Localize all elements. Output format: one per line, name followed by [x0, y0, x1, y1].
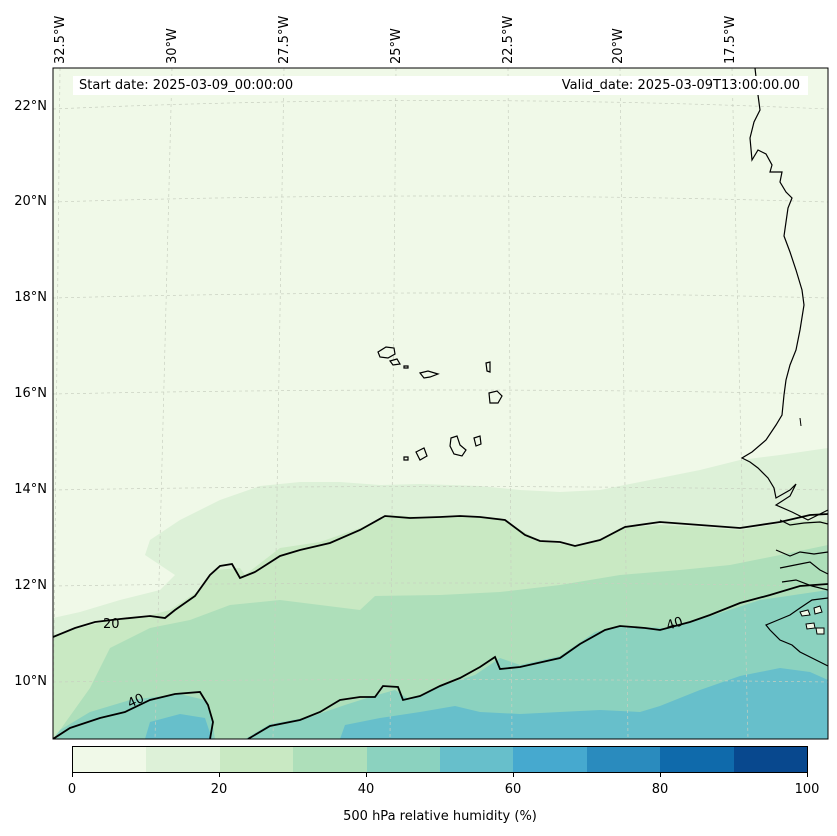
lat-label-16n: 16°N: [14, 386, 47, 401]
colorbar-tickmark-0: [72, 773, 73, 777]
lon-label-27-5w: 27.5°W: [277, 15, 292, 64]
contour-40-main: [247, 583, 828, 739]
colorbar-segment-7: [586, 747, 661, 772]
colorbar-tick-100: 100: [794, 782, 820, 797]
colorbar-segment-4: [366, 747, 441, 772]
colorbar-segment-2: [219, 747, 294, 772]
lon-label-20w: 20°W: [611, 28, 626, 64]
lon-label-17-5w: 17.5°W: [723, 15, 738, 64]
colorbar-tick-0: 0: [67, 782, 77, 797]
colorbar-tick-20: 20: [210, 782, 228, 797]
coastline-africa: [740, 68, 828, 591]
humidity-band-50-60: [340, 668, 828, 739]
contour-40-sw: [53, 691, 214, 739]
island-offshore: [799, 417, 802, 427]
start-date: Start date: 2025-03-09_00:00:00: [79, 78, 294, 93]
colorbar-tickmark-40: [366, 773, 367, 777]
colorbar-label: 500 hPa relative humidity (%): [343, 809, 537, 824]
colorbar-tick-60: 60: [504, 782, 522, 797]
lat-label-18n: 18°N: [14, 290, 47, 305]
cape-verde-islands: [377, 346, 503, 461]
bijagos-islands: [799, 605, 825, 635]
valid-date: Valid_date: 2025-03-09T13:00:00.00: [561, 78, 800, 93]
humidity-band-50-60-sw: [145, 714, 212, 739]
colorbar-segment-8: [660, 747, 734, 772]
lat-label-14n: 14°N: [14, 482, 47, 497]
contour-20: [53, 513, 828, 638]
lat-label-10n: 10°N: [14, 674, 47, 689]
colorbar-segment-5: [440, 747, 514, 772]
lon-label-32-5w: 32.5°W: [53, 15, 68, 64]
colorbar-segment-0: [73, 747, 147, 772]
map-frame: [52, 67, 829, 740]
lon-label-22-5w: 22.5°W: [501, 15, 516, 64]
colorbar-tickmark-80: [660, 773, 661, 777]
lat-label-22n: 22°N: [14, 99, 47, 114]
colorbar-tickmark-20: [219, 773, 220, 777]
lon-label-30w: 30°W: [165, 28, 180, 64]
colorbar-tickmark-100: [807, 773, 808, 777]
colorbar-tick-40: 40: [357, 782, 375, 797]
colorbar: [72, 746, 808, 773]
info-bar: Start date: 2025-03-09_00:00:00 Valid_da…: [73, 76, 808, 95]
lon-label-25w: 25°W: [389, 28, 404, 64]
colorbar-tick-80: 80: [651, 782, 669, 797]
colorbar-tickmark-60: [513, 773, 514, 777]
contour-label-40-west: 40: [125, 691, 146, 712]
contour-label-20: 20: [103, 617, 120, 632]
colorbar-segment-6: [513, 747, 587, 772]
lat-label-20n: 20°N: [14, 194, 47, 209]
colorbar-segment-3: [293, 747, 367, 772]
lat-label-12n: 12°N: [14, 578, 47, 593]
colorbar-segment-9: [733, 747, 808, 772]
contour-label-40-east: 40: [665, 614, 685, 633]
colorbar-segment-1: [146, 747, 220, 772]
coastline-guinea: [765, 597, 828, 667]
